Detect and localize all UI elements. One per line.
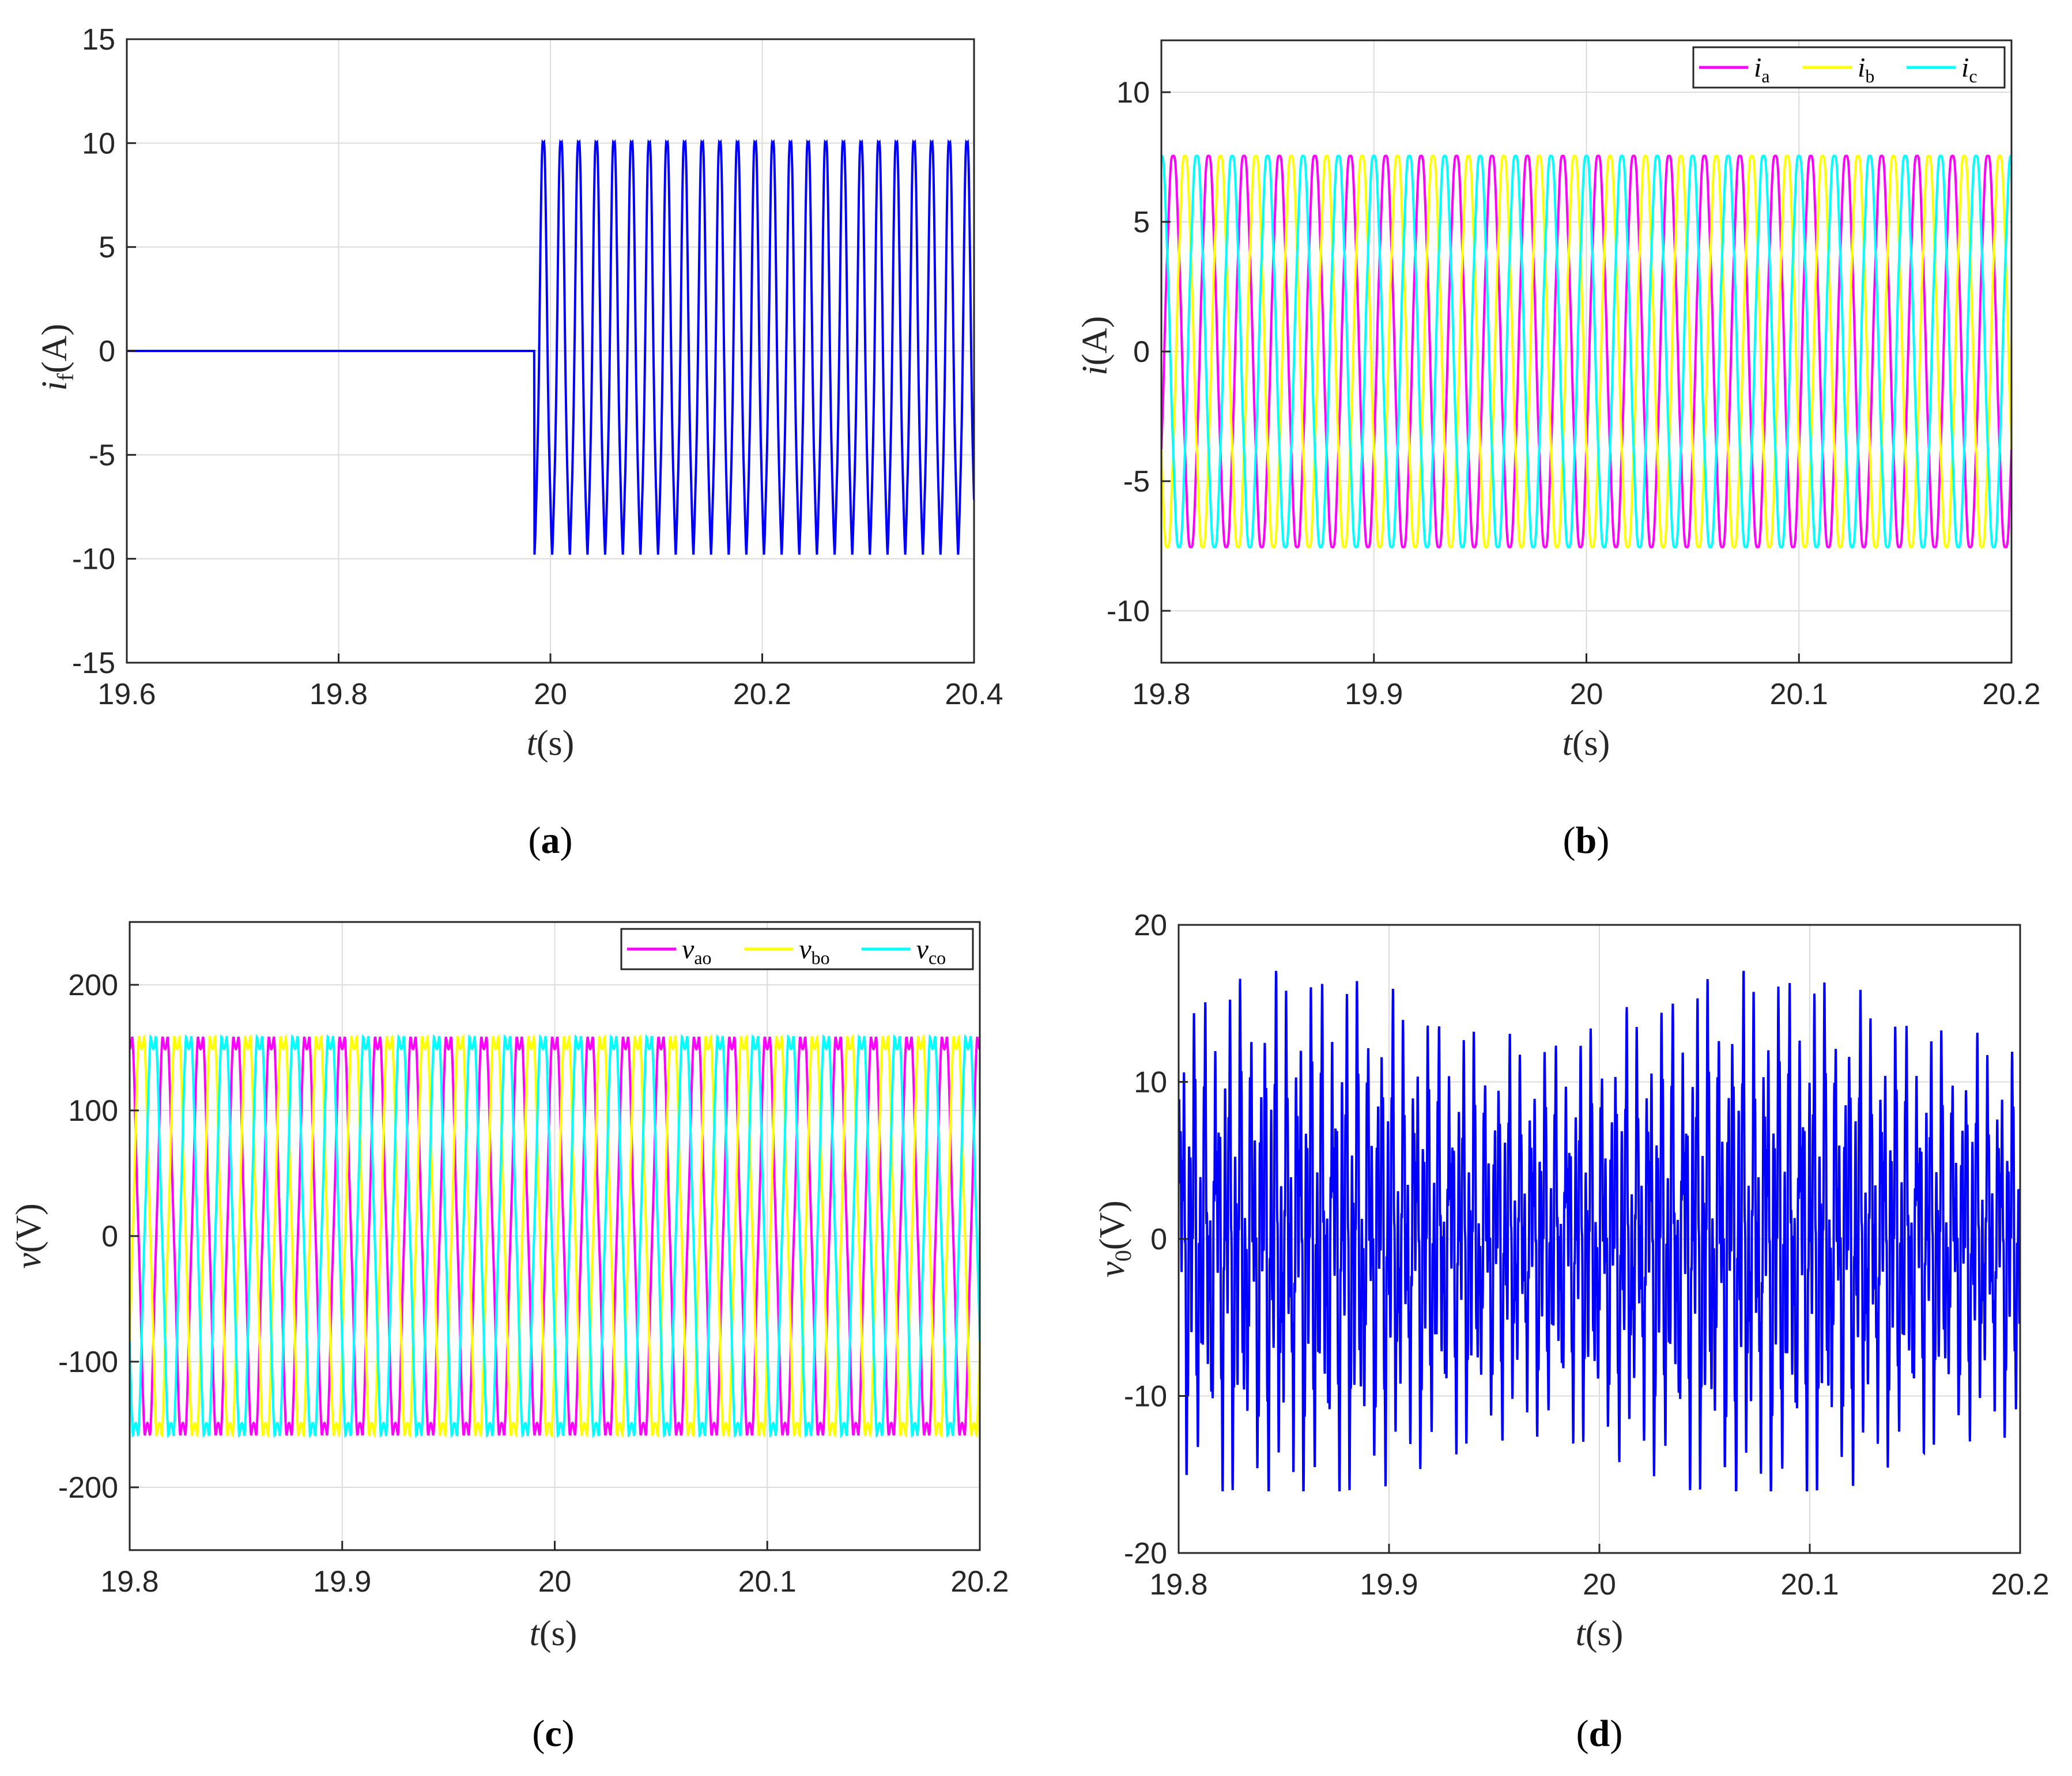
panel-d-xtick-label: 20.1	[1780, 1568, 1839, 1601]
panel-b-ytick-label: -10	[1107, 595, 1150, 628]
panel-a-ytick-label: 5	[99, 231, 115, 264]
panel-a-ytick-label: -15	[72, 647, 115, 680]
panel-c-legend-label: vbo	[799, 934, 829, 968]
panel-b-xlabel: t(s)	[1563, 724, 1610, 763]
panel-b-legend-label: ib	[1858, 52, 1874, 86]
panel-b-series-c-line	[1161, 154, 2011, 549]
panel-a-xtick-label: 19.8	[310, 678, 368, 711]
panel-c-legend: vao vbo vco	[620, 928, 974, 970]
panel-b-xtick-label: 20.2	[1982, 678, 2040, 711]
panel-c-ytick-label: 200	[68, 969, 118, 1002]
panel-b-legend-label: ia	[1754, 52, 1770, 86]
panel-a-ytick-label: 10	[82, 127, 115, 160]
panel-d-ylabel: v0(V)	[1093, 1200, 1136, 1278]
panel-c-series-ao-line	[130, 1036, 980, 1436]
panel-c-ytick-label: 0	[101, 1220, 118, 1253]
panel-d-xtick-label: 20.2	[1991, 1568, 2049, 1601]
panel-b-xtick-label: 19.8	[1132, 678, 1190, 711]
panel-d-xtick-label: 19.8	[1149, 1568, 1207, 1601]
panel-a-xtick-label: 19.6	[97, 678, 156, 711]
panel-c-ytick-label: -200	[58, 1471, 118, 1505]
panel-c-xtick-label: 19.9	[313, 1565, 371, 1599]
panel-b-caption: (b)	[1563, 819, 1610, 861]
panel-a-ytick-label: -5	[89, 439, 115, 472]
panel-a-series	[127, 139, 974, 555]
panel-c-chart: 19.8 19.9 20 20.1 20.2 -200 -100 0 100 200 vao vbo…	[9, 921, 1009, 1755]
panel-b-ticks: 19.8 19.9 20 20.1 20.2 -10 -5 0 5 10	[1107, 76, 2041, 711]
panel-b-ytick-label: 0	[1133, 335, 1150, 369]
panel-d-series-line	[1179, 970, 2020, 1491]
panel-b-ytick-label: 10	[1116, 76, 1150, 109]
panel-d-xtick-label: 20	[1583, 1568, 1616, 1601]
panel-a-ytick-label: -10	[72, 543, 115, 576]
panel-a-ytick-label: 15	[82, 23, 115, 56]
panel-c-series	[130, 1034, 980, 1438]
panel-d-ytick-label: -20	[1124, 1537, 1167, 1570]
panel-a-xtick-label: 20.4	[945, 678, 1003, 711]
panel-d-caption: (d)	[1576, 1713, 1623, 1755]
panel-c-ylabel: v(V)	[9, 1203, 48, 1269]
panel-b-legend-label: ic	[1961, 52, 1977, 86]
panel-a-xtick-label: 20.2	[733, 678, 791, 711]
panel-b-xtick-label: 20	[1570, 678, 1603, 711]
panel-d-series	[1179, 970, 2020, 1491]
panel-a-ytick-label: 0	[99, 335, 115, 368]
panel-d-chart: 19.8 19.9 20 20.1 20.2 -20 -10 0 10 20 t(s) v0(V)…	[1093, 909, 2050, 1755]
panel-c-legend-box	[620, 928, 974, 970]
panel-d-ytick-label: 20	[1134, 909, 1167, 942]
panel-c-caption: (c)	[532, 1713, 574, 1755]
panel-b-series	[1161, 154, 2011, 549]
panel-b-ylabel: i(A)	[1075, 316, 1115, 375]
panel-b-legend: ia ib ic	[1692, 46, 2006, 89]
panel-a-ylabel: if(A)	[35, 324, 78, 391]
panel-c-xtick-label: 20.2	[950, 1565, 1009, 1599]
panel-c-ticks: 19.8 19.9 20 20.1 20.2 -200 -100 0 100 200	[58, 969, 1009, 1599]
panel-a-caption: (a)	[529, 819, 573, 861]
panel-d-xtick-label: 19.9	[1360, 1568, 1418, 1601]
panel-d-ytick-label: 10	[1134, 1066, 1167, 1099]
panel-c-ytick-label: -100	[58, 1346, 118, 1379]
panel-d-ytick-label: 0	[1150, 1223, 1167, 1256]
panel-b-ytick-label: 5	[1133, 206, 1150, 239]
panel-c-ytick-label: 100	[68, 1094, 118, 1128]
panel-b-xtick-label: 19.9	[1345, 678, 1403, 711]
panel-c-legend-label: vco	[916, 934, 946, 968]
panel-c-xtick-label: 20.1	[738, 1565, 797, 1599]
panel-a-ticks: 19.6 19.8 20 20.2 20.4 -15 -10 -5 0 5 10 15	[72, 23, 1003, 711]
panel-d-xlabel: t(s)	[1576, 1614, 1624, 1653]
panel-a-xtick-label: 20	[534, 678, 567, 711]
panel-a-xlabel: t(s)	[527, 724, 575, 763]
panel-b-ytick-label: -5	[1123, 465, 1150, 498]
panel-b-series-b-line	[1161, 154, 2011, 549]
panel-c-legend-label: vao	[682, 934, 712, 968]
panel-d-ticks: 19.8 19.9 20 20.1 20.2 -20 -10 0 10 20	[1124, 909, 2050, 1601]
panel-c-xtick-label: 20	[538, 1565, 572, 1599]
panel-d-ytick-label: -10	[1124, 1380, 1167, 1414]
panel-c-series-co-line	[130, 1034, 980, 1438]
panel-b-xtick-label: 20.1	[1770, 678, 1828, 711]
panel-a-series-line	[127, 139, 974, 555]
panel-c-xtick-label: 19.8	[100, 1565, 158, 1599]
panel-c-xlabel: t(s)	[530, 1614, 578, 1653]
panel-a-chart: 19.6 19.8 20 20.2 20.4 -15 -10 -5 0 5 10 15 t(s) if…	[35, 23, 1003, 861]
